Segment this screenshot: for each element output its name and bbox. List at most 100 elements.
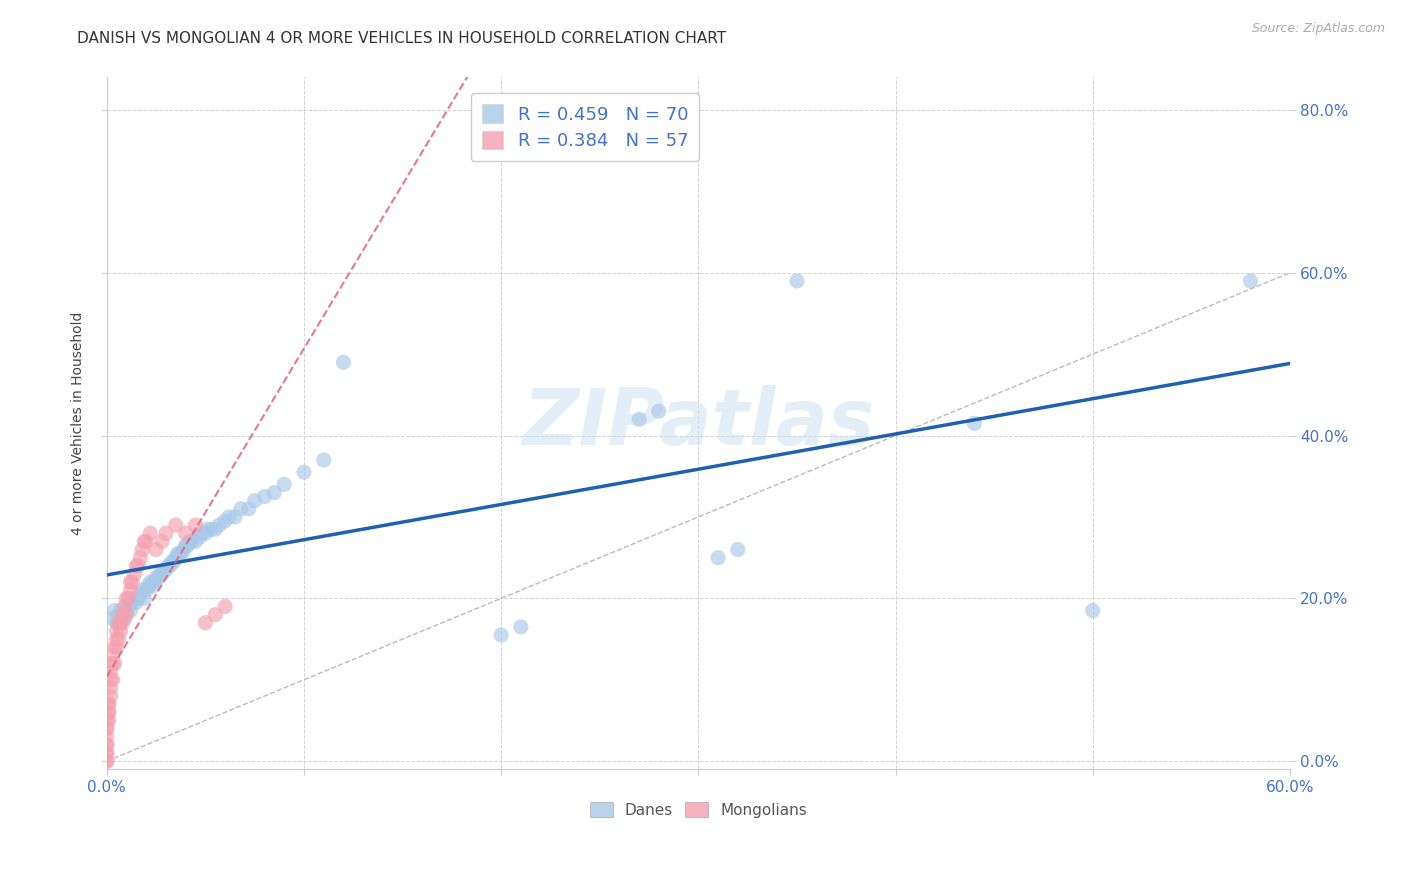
Point [224,510,246,524]
Point [145,542,167,557]
Point [134,591,156,606]
Point [107,632,129,646]
Point [135,583,157,598]
Point [129,550,152,565]
Point [96,754,118,768]
Point [163,555,186,569]
Point [115,591,138,606]
Text: ZIPatlas: ZIPatlas [522,385,875,461]
Point [628,412,651,426]
Point [292,465,315,479]
Point [111,607,134,622]
Point [160,555,183,569]
Point [111,615,134,630]
Point [105,615,128,630]
Point [100,689,122,703]
Point [129,587,152,601]
Point [135,534,157,549]
Point [96,738,118,752]
Point [114,612,136,626]
Point [101,657,124,671]
Point [194,526,217,541]
Point [117,599,139,614]
Point [96,722,118,736]
Point [97,697,120,711]
Point [174,539,197,553]
Point [155,563,177,577]
Point [707,550,730,565]
Point [184,534,207,549]
Point [489,628,512,642]
Point [101,612,124,626]
Point [273,477,295,491]
Point [195,522,218,536]
Point [146,571,169,585]
Point [509,620,531,634]
Point [312,453,335,467]
Point [190,526,212,541]
Point [97,697,120,711]
Point [180,534,202,549]
Point [127,591,149,606]
Point [194,615,217,630]
Point [150,566,173,581]
Point [204,522,226,536]
Point [101,673,124,687]
Point [145,571,167,585]
Point [127,558,149,573]
Point [332,355,354,369]
Point [173,542,195,557]
Point [101,648,124,663]
Point [96,722,118,736]
Point [114,599,136,614]
Point [125,595,148,609]
Point [165,550,187,565]
Point [149,566,172,581]
Point [218,510,240,524]
Point [121,575,143,590]
Point [200,522,222,536]
Point [1239,274,1261,288]
Point [97,706,120,720]
Point [105,640,128,655]
Point [110,604,132,618]
Point [97,714,120,728]
Point [134,534,156,549]
Point [243,493,266,508]
Point [963,417,986,431]
Point [96,714,118,728]
Point [96,738,118,752]
Point [208,518,231,533]
Point [107,615,129,630]
Text: DANISH VS MONGOLIAN 4 OR MORE VEHICLES IN HOUSEHOLD CORRELATION CHART: DANISH VS MONGOLIAN 4 OR MORE VEHICLES I… [77,31,727,46]
Point [179,534,201,549]
Point [121,595,143,609]
Point [139,575,162,590]
Point [110,624,132,638]
Point [174,526,197,541]
Point [124,566,146,581]
Point [100,665,122,679]
Point [214,599,236,614]
Point [105,632,128,646]
Point [100,673,122,687]
Point [111,607,134,622]
Point [96,754,118,768]
Point [136,579,159,593]
Text: Source: ZipAtlas.com: Source: ZipAtlas.com [1251,22,1385,36]
Point [96,746,118,760]
Point [253,490,276,504]
Point [159,558,181,573]
Point [104,657,127,671]
Point [100,681,122,695]
Point [176,539,198,553]
Point [150,534,173,549]
Point [188,530,211,544]
Point [165,518,187,533]
Point [96,746,118,760]
Point [117,591,139,606]
Point [263,485,285,500]
Point [110,615,132,630]
Point [155,526,177,541]
Point [97,706,120,720]
